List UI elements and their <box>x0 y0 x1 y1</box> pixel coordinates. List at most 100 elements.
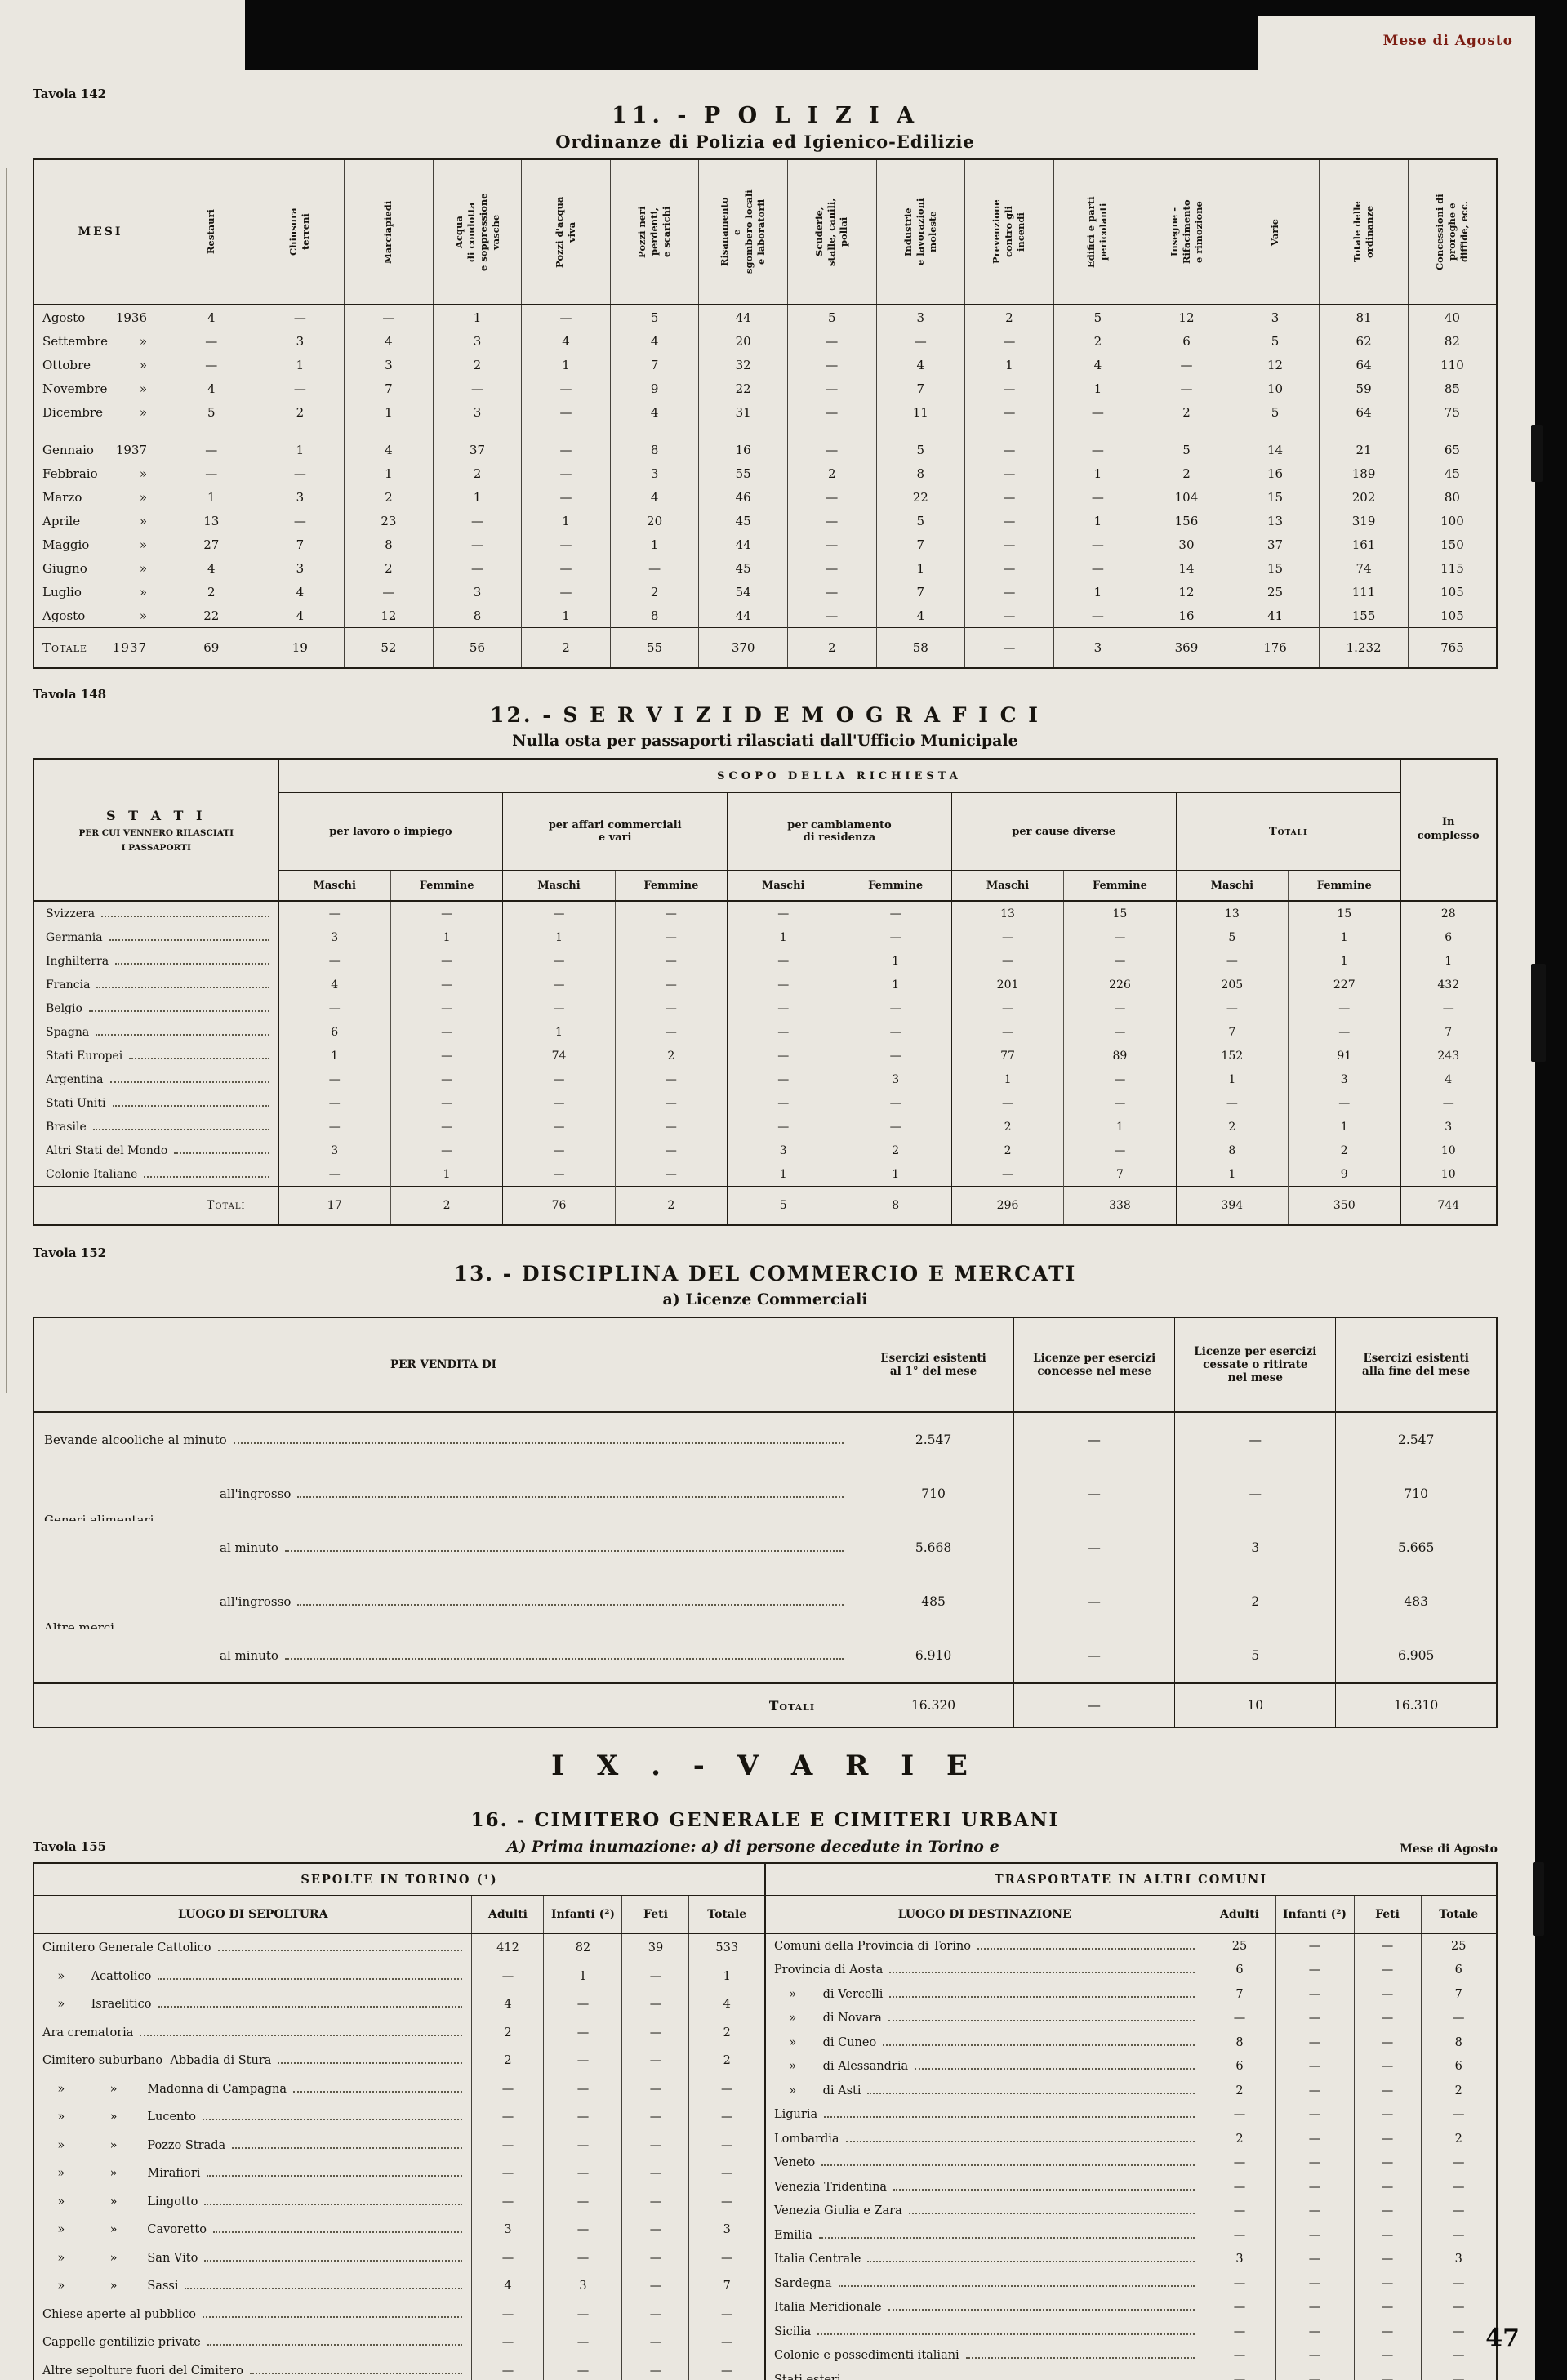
value-cell: 22 <box>875 485 965 509</box>
value-cell: — <box>839 1020 952 1044</box>
subcolumn-header: Maschi <box>950 870 1064 902</box>
trasportate-header: TRASPORTATE IN ALTRI COMUNI <box>766 1864 1496 1896</box>
value-cell: — <box>621 2271 689 2301</box>
value-cell: — <box>521 533 611 556</box>
value-cell: 12 <box>1142 305 1231 329</box>
location-cell: » di Alessandria <box>766 2055 1204 2079</box>
location-cell: » di Cuneo <box>766 2030 1204 2055</box>
value-cell: — <box>471 2328 544 2357</box>
table-row: Germania 3 1 1—1— — —5 1 6 <box>33 925 1497 949</box>
value-cell: — <box>1275 2150 1354 2175</box>
location-name: » di Vercelli <box>774 1987 884 2001</box>
value-cell: 7 <box>1400 1020 1497 1044</box>
value-cell: 189 <box>1319 461 1409 485</box>
location-label: Stati esteri <box>774 2373 1203 2380</box>
value-cell: 5 <box>727 1186 839 1225</box>
dot-leader <box>297 1603 844 1606</box>
location-name: Venezia Giulia e Zara <box>774 2204 902 2218</box>
value-cell: — <box>621 2102 689 2132</box>
month-cell: Aprile » <box>33 509 167 533</box>
value-cell: 2 <box>688 2047 764 2075</box>
value-cell: 8 <box>839 1186 952 1225</box>
value-cell: 5 <box>609 305 699 329</box>
value-cell: 110 <box>1407 353 1497 377</box>
country-name: Svizzera <box>46 907 96 920</box>
scan-corner <box>0 0 245 70</box>
column-header-label: Marciapiedi <box>382 200 394 264</box>
table-row: al minuto 5.668—3 5.665 <box>33 1521 1497 1575</box>
month-inner: Gennaio 1937 <box>36 443 165 457</box>
value-cell: — <box>950 1020 1064 1044</box>
table-row: Stati Uniti — — — — — — — — — — — <box>33 1091 1497 1115</box>
location-label: Ara crematoria <box>42 2026 470 2039</box>
value-cell: 4 <box>609 400 699 424</box>
sepolte-head: SEPOLTE IN TORINO (¹) LUOGO DI SEPOLTURA… <box>34 1864 764 1934</box>
table-row: Cimitero suburbano Abbadia di Stura 2— —2 <box>34 2047 764 2075</box>
value-cell: 150 <box>1407 533 1497 556</box>
dot-leader <box>284 1657 844 1660</box>
value-cell: 2 <box>786 627 876 668</box>
dot-leader <box>202 2118 463 2121</box>
dot-leader <box>845 2140 1195 2142</box>
table-row: Brasile — — — — — —2 1 2 1 3 <box>33 1115 1497 1139</box>
column-header: Feti <box>1353 1895 1421 1934</box>
value-cell: 2 <box>521 627 611 668</box>
label-inner: Generi alimentari all'ingrosso <box>44 1486 852 1521</box>
value-cell: 55 <box>698 461 788 485</box>
location-cell: Cimitero Generale Cattolico <box>34 1934 472 1963</box>
value-cell: 3 <box>875 305 965 329</box>
dot-leader <box>977 1947 1195 1950</box>
location-cell: Stati esteri <box>766 2368 1204 2380</box>
value-cell: 10 <box>1174 1682 1336 1727</box>
month-inner: Ottobre » <box>36 358 165 372</box>
location-name: Liguria <box>774 2108 818 2122</box>
label-cell: al minuto <box>33 1629 853 1683</box>
value-cell: 2 <box>1142 400 1231 424</box>
location-cell: Cimitero suburbano Abbadia di Stura <box>34 2047 472 2075</box>
value-cell: 10 <box>1230 377 1320 400</box>
value-cell: — <box>964 461 1054 485</box>
value-cell: 1 <box>432 485 522 509</box>
value-cell: 338 <box>1063 1186 1177 1225</box>
value-cell: 13 <box>1175 901 1289 925</box>
value-cell: — <box>1353 2127 1421 2151</box>
location-cell: Venezia Tridentina <box>766 2175 1204 2199</box>
dot-leader <box>158 1977 463 1980</box>
value-cell: — <box>621 2018 689 2048</box>
value-cell: 7 <box>875 580 965 604</box>
value-cell: 1 <box>278 1044 391 1067</box>
value-cell: 1 <box>688 1962 764 1991</box>
location-label: Sardegna <box>774 2277 1203 2290</box>
value-cell: 3 <box>278 925 391 949</box>
value-cell: — <box>1142 377 1231 400</box>
value-cell: 1 <box>543 1962 622 1991</box>
value-cell: — <box>964 400 1054 424</box>
dot-leader <box>158 2005 463 2008</box>
value-cell: 22 <box>698 377 788 400</box>
value-cell: — <box>1142 353 1231 377</box>
value-cell: 2 <box>344 485 434 509</box>
tavola-142-label: Tavola 142 <box>33 87 107 101</box>
value-cell: — <box>543 2187 622 2216</box>
value-cell: — <box>543 2159 622 2188</box>
value-cell: 1 <box>344 400 434 424</box>
polizia-table: MESI Restauri Chiusura terreni Marciapiedi A… <box>33 158 1498 669</box>
month-inner: Aprile » <box>36 514 165 528</box>
value-cell: — <box>786 533 876 556</box>
value-cell: 8 <box>609 424 699 461</box>
dot-leader <box>217 1949 463 1952</box>
value-cell: — <box>471 2244 544 2272</box>
value-cell: — <box>1203 2223 1275 2248</box>
country-cell: Inghilterra <box>33 949 278 973</box>
month-name: Agosto <box>42 310 86 325</box>
value-cell: 483 <box>1335 1575 1497 1629</box>
value-cell: 2.547 <box>1335 1412 1497 1467</box>
location-label: » » Mirafiori <box>42 2167 470 2180</box>
value-cell: — <box>1203 2175 1275 2199</box>
value-cell: — <box>964 424 1054 461</box>
value-cell: — <box>727 1044 839 1067</box>
value-cell: — <box>727 949 839 973</box>
value-cell: 1 <box>344 461 434 485</box>
value-cell: 14 <box>1230 424 1320 461</box>
table-row: Gennaio 1937—1 4 37—8 16—5— —5 14 21 65 <box>33 424 1497 461</box>
